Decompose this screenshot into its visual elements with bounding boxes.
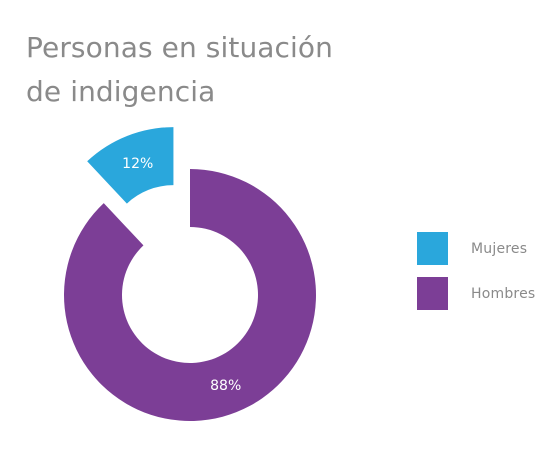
- legend-label-hombres: Hombres: [471, 285, 536, 302]
- legend-swatch-mujeres: [417, 232, 448, 265]
- chart-title-line-2: de indigencia: [26, 75, 216, 108]
- chart-legend: Mujeres Hombres: [417, 232, 535, 322]
- chart-title: Personas en situación de indigencia: [26, 26, 386, 114]
- donut-slice-mujeres: [87, 127, 174, 204]
- slice-label-mujeres: 12%: [122, 156, 153, 172]
- legend-swatch-hombres: [417, 277, 448, 310]
- legend-item-hombres: Hombres: [417, 277, 535, 310]
- legend-label-mujeres: Mujeres: [471, 240, 528, 257]
- slice-label-hombres: 88%: [210, 378, 241, 394]
- donut-slice-hombres: [63, 169, 317, 421]
- legend-item-mujeres: Mujeres: [417, 232, 535, 265]
- chart-title-line-1: Personas en situación: [26, 31, 334, 64]
